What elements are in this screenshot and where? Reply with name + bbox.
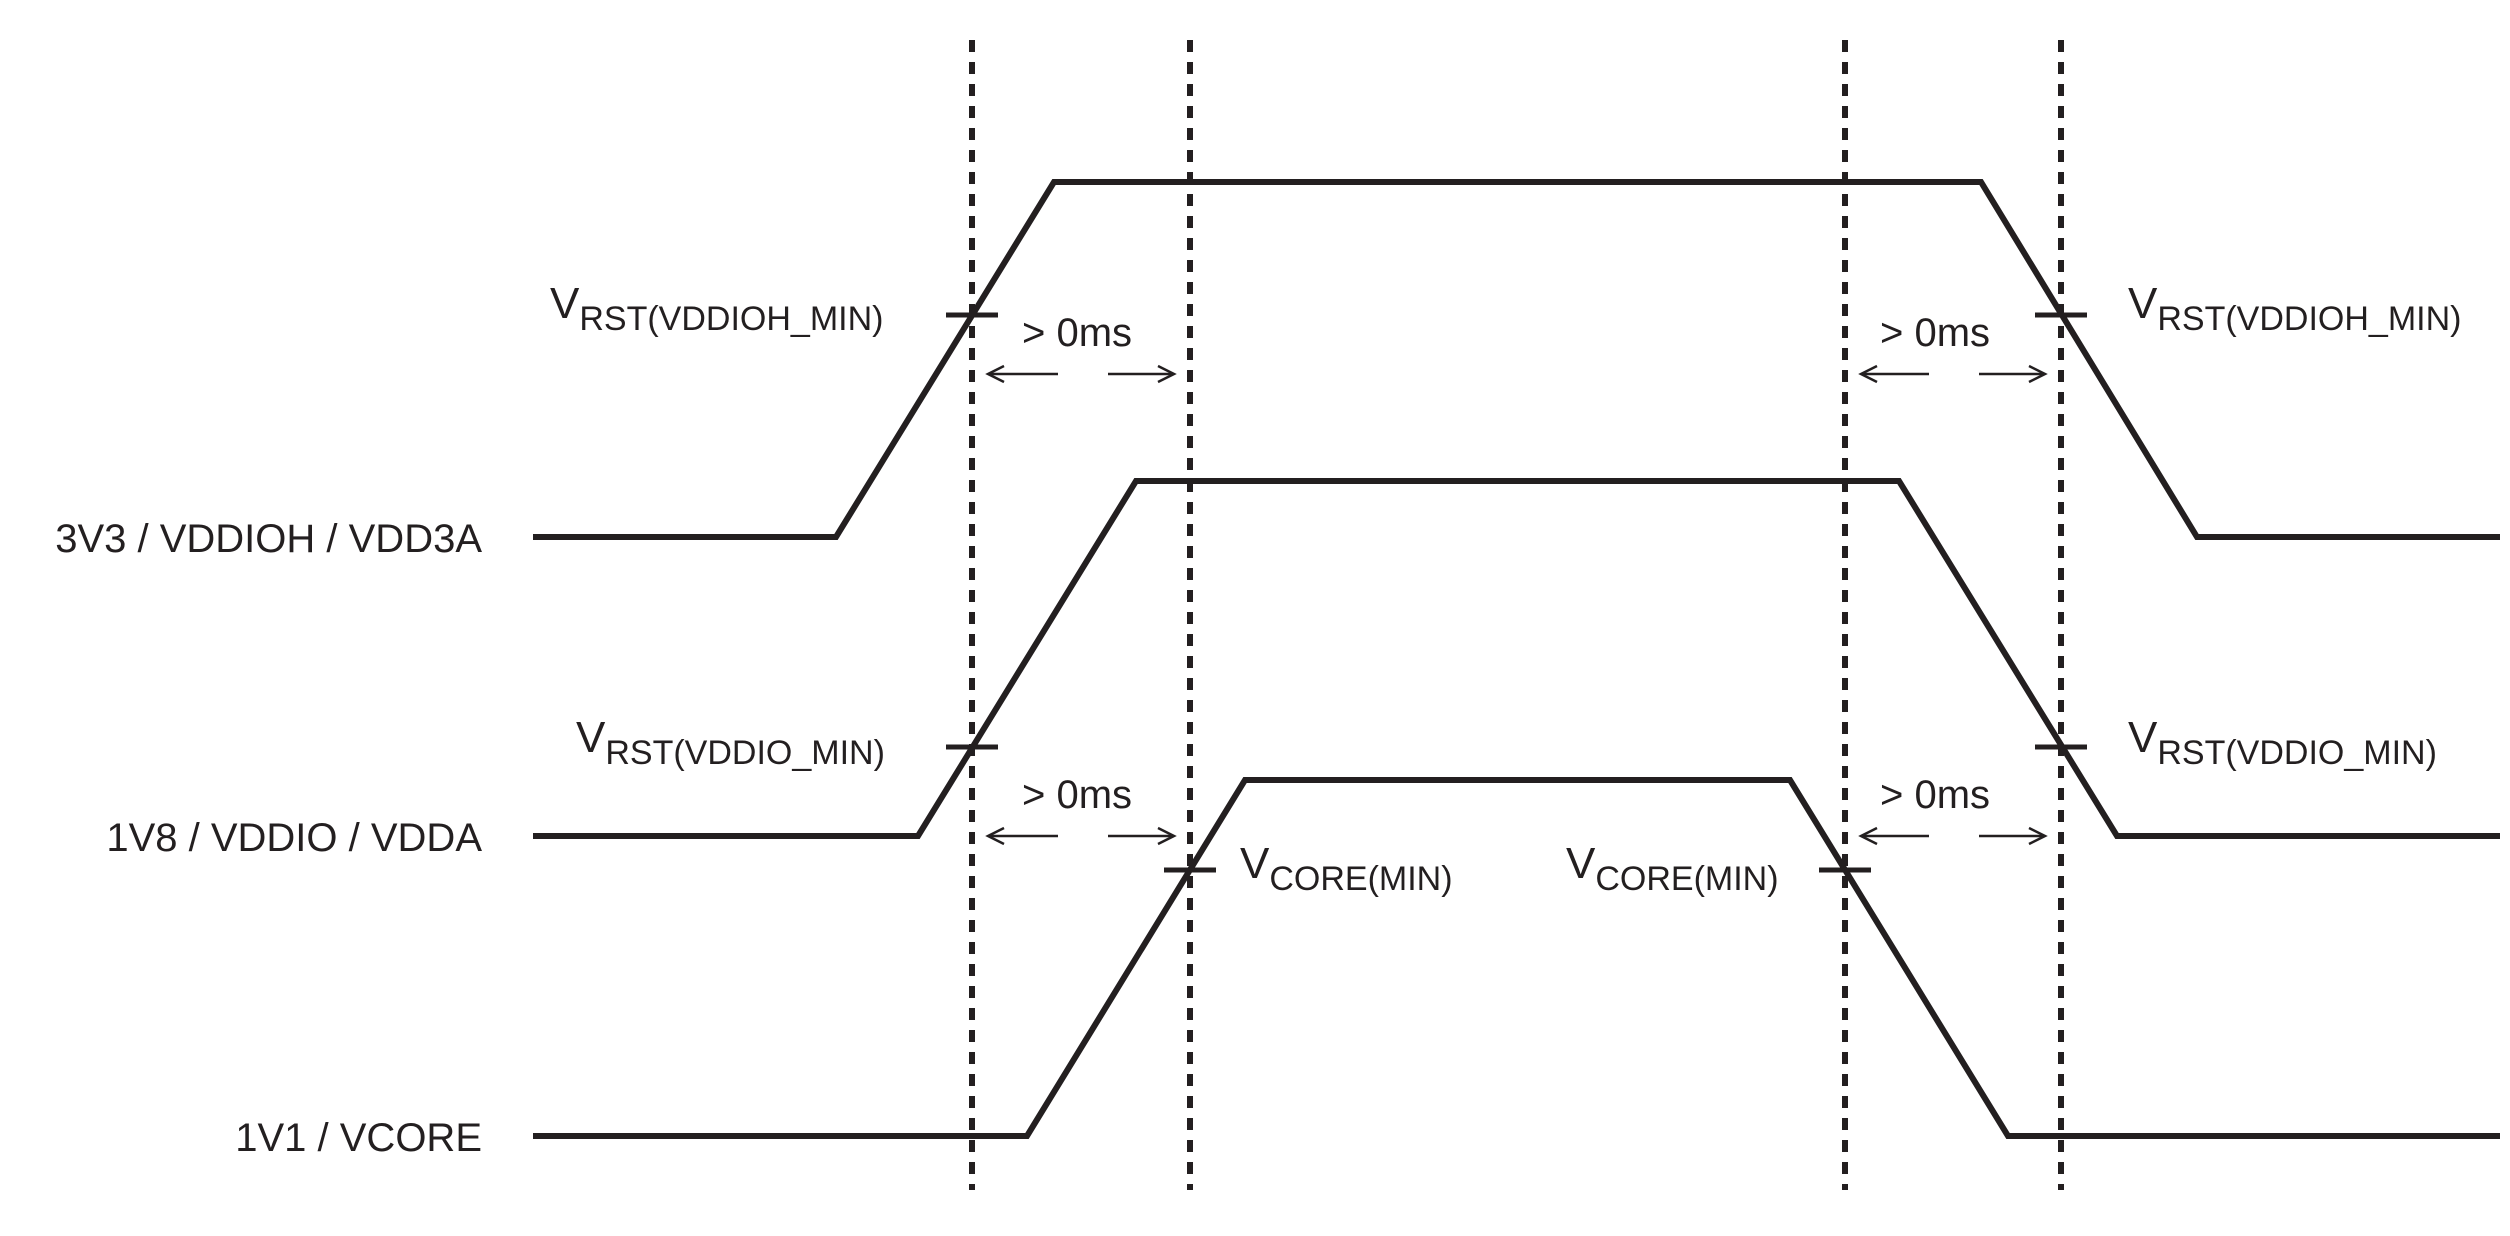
delay-label-upper-right: > 0ms [1880,311,1990,355]
waveform-3v3 [533,179,2500,540]
rail-label-1v1: 1V1 / VCORE [235,1116,482,1160]
delay-label-upper-left: > 0ms [1022,311,1132,355]
waveform-1v8 [533,478,2500,839]
threshold-label-vcore-left: VCORE(MIN) [1240,839,1453,898]
delay-label-lower-right: > 0ms [1880,773,1990,817]
threshold-label-vrst-vddio-left: VRST(VDDIO_MIN) [576,713,885,772]
delay-arrow-upper-right [1858,364,2048,384]
threshold-label-vrst-vddio-right: VRST(VDDIO_MIN) [2128,713,2437,772]
rail-label-1v8: 1V8 / VDDIO / VDDA [106,816,482,860]
delay-arrow-upper-left [985,364,1177,384]
delay-arrow-lower-left [985,826,1177,846]
waveform-1v1 [533,777,2500,1139]
delay-label-lower-left: > 0ms [1022,773,1132,817]
threshold-label-vrst-vddioh-left: VRST(VDDIOH_MIN) [550,279,883,338]
threshold-label-vrst-vddioh-right: VRST(VDDIOH_MIN) [2128,279,2461,338]
delay-arrow-lower-right [1858,826,2048,846]
threshold-label-vcore-right: VCORE(MIN) [1566,839,1779,898]
rail-label-3v3: 3V3 / VDDIOH / VDD3A [55,517,482,561]
